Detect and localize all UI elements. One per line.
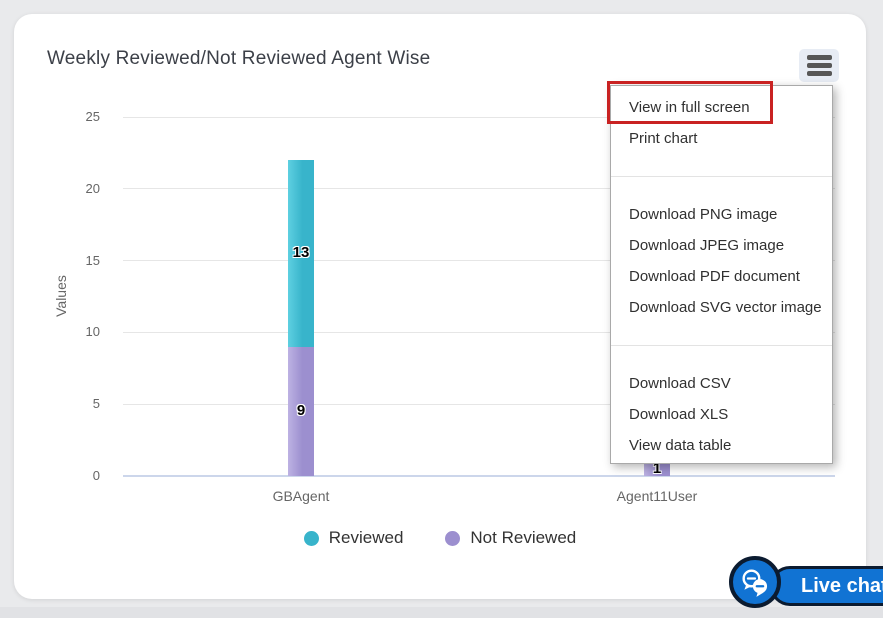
chart-context-menu: View in full screen Print chart Download… bbox=[610, 85, 833, 464]
y-tick-label: 5 bbox=[92, 396, 100, 412]
gridline bbox=[123, 260, 835, 262]
menu-item-download-csv[interactable]: Download CSV bbox=[629, 375, 731, 392]
gridline bbox=[123, 331, 835, 333]
menu-item-download-svg[interactable]: Download SVG vector image bbox=[629, 299, 822, 316]
y-tick-label: 15 bbox=[85, 252, 100, 268]
menu-item-view-data-table[interactable]: View data table bbox=[629, 437, 732, 454]
gridline bbox=[123, 116, 835, 118]
menu-item-view-full-screen[interactable]: View in full screen bbox=[629, 99, 750, 116]
x-axis-category-label: GBAgent bbox=[272, 488, 330, 504]
gridline bbox=[123, 403, 835, 405]
legend-label: Not Reviewed bbox=[470, 528, 577, 547]
legend-item-reviewed[interactable]: Reviewed bbox=[303, 528, 404, 548]
bar-segment-reviewed[interactable] bbox=[288, 160, 314, 347]
reviewed-series-marker-icon bbox=[303, 530, 319, 546]
y-tick-label: 25 bbox=[85, 109, 100, 124]
legend-label: Reviewed bbox=[328, 528, 404, 547]
chat-bubbles-icon bbox=[742, 569, 768, 597]
live-chat-button[interactable]: Live chat bbox=[770, 566, 883, 606]
menu-item-download-pdf[interactable]: Download PDF document bbox=[629, 268, 800, 285]
menu-item-download-jpeg[interactable]: Download JPEG image bbox=[629, 237, 785, 254]
y-tick-label: 0 bbox=[92, 468, 100, 483]
bar-segment-not-reviewed[interactable] bbox=[288, 346, 314, 476]
y-tick-label: 10 bbox=[85, 324, 100, 340]
page-background-strip bbox=[0, 607, 883, 618]
legend-item-not-reviewed[interactable]: Not Reviewed bbox=[445, 528, 576, 548]
x-axis-category-label: Agent11User bbox=[616, 488, 698, 504]
not-reviewed-series-marker-icon bbox=[445, 530, 461, 546]
bar-value-label: 13 bbox=[292, 244, 310, 262]
menu-item-download-xls[interactable]: Download XLS bbox=[629, 406, 729, 423]
menu-divider bbox=[611, 176, 832, 177]
gridline bbox=[123, 188, 835, 190]
x-axis-line bbox=[123, 475, 835, 477]
y-axis-title: Values bbox=[53, 275, 69, 317]
bar-value-label: 9 bbox=[296, 402, 306, 420]
menu-item-download-png[interactable]: Download PNG image bbox=[629, 206, 778, 223]
y-tick-label: 20 bbox=[85, 180, 100, 196]
bar-value-label: 1 bbox=[652, 459, 662, 477]
live-chat-bubble-button[interactable] bbox=[729, 556, 781, 608]
menu-divider bbox=[611, 345, 832, 346]
menu-item-print-chart[interactable]: Print chart bbox=[629, 130, 698, 147]
chart-title: Weekly Reviewed/Not Reviewed Agent Wise bbox=[47, 48, 431, 69]
legend: Reviewed Not Reviewed bbox=[14, 528, 866, 548]
bar-segment-not-reviewed[interactable] bbox=[644, 461, 670, 476]
chart-context-menu-button[interactable] bbox=[799, 49, 839, 82]
